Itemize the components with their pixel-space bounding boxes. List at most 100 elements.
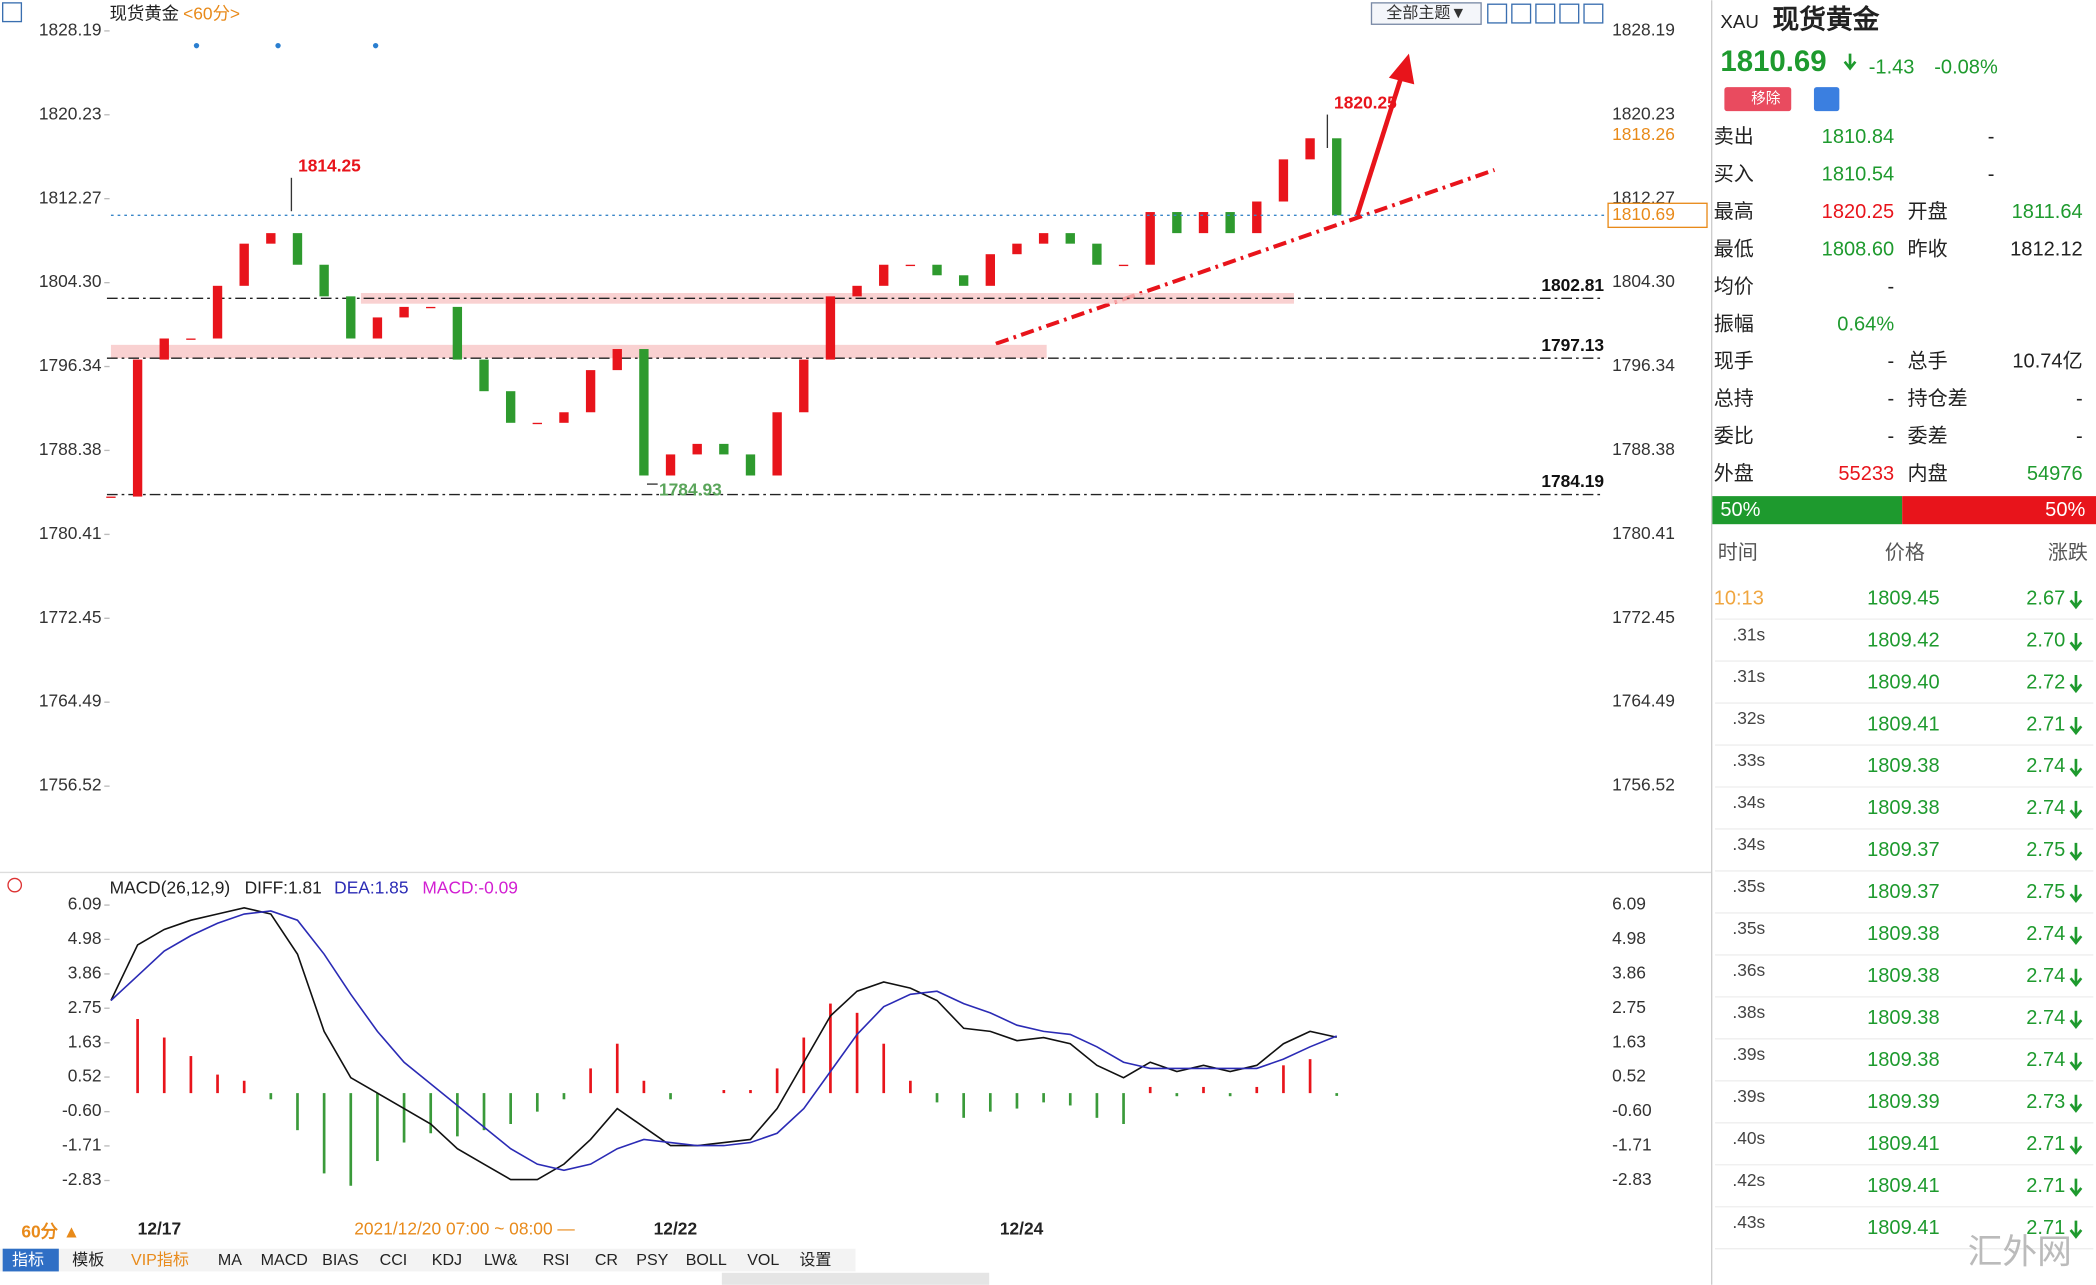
- corner-icon[interactable]: [2, 2, 23, 23]
- dot: [193, 42, 200, 49]
- time-label: 2021/12/20 07:00 ~ 08:00 —: [354, 1219, 575, 1239]
- tab[interactable]: RSI: [543, 1251, 570, 1269]
- trade-time: .40s: [1732, 1128, 1765, 1148]
- y-tick-label-right: 1820.23: [1612, 103, 1675, 123]
- y-tick-label-right: 0.52: [1612, 1066, 1646, 1086]
- tab[interactable]: BOLL: [686, 1251, 727, 1269]
- trade-price: 1809.42: [1867, 629, 1939, 651]
- candle: [319, 264, 329, 297]
- tab[interactable]: 模板: [72, 1251, 104, 1269]
- candle: [426, 306, 436, 309]
- quote-label: 振幅: [1714, 312, 1754, 335]
- trade-price: 1809.37: [1867, 881, 1939, 903]
- y-tick-label-right: 1796.34: [1612, 355, 1675, 375]
- tab[interactable]: LW&: [484, 1251, 518, 1269]
- high-label: 1814.25: [298, 156, 361, 176]
- trade-time: .31s: [1732, 666, 1765, 686]
- tab[interactable]: MA: [218, 1251, 242, 1269]
- histogram-bar: [349, 1093, 353, 1186]
- y-tick-label: -1.71: [62, 1135, 102, 1155]
- candle: [452, 306, 463, 360]
- trade-time: .32s: [1732, 708, 1765, 728]
- candle: [825, 296, 836, 360]
- histogram-bar: [802, 1037, 806, 1094]
- toolbar-icons[interactable]: [1487, 3, 1604, 24]
- candle: [1172, 212, 1182, 234]
- histogram-bar: [1095, 1093, 1099, 1118]
- macd-legend: MACD:-0.09: [422, 878, 518, 898]
- macd-legend: DEA:1.85: [334, 878, 408, 898]
- scrollbar[interactable]: [721, 1272, 990, 1285]
- trade-price: 1809.45: [1867, 587, 1939, 609]
- histogram-bar: [1148, 1086, 1152, 1094]
- macd-line: [110, 907, 1337, 1181]
- down-arrow: [2069, 1094, 2083, 1113]
- arrow: [1354, 68, 1406, 218]
- ratio-buy: [1712, 496, 1903, 525]
- histogram-bar: [615, 1043, 619, 1094]
- trade-price: 1809.39: [1867, 1091, 1939, 1113]
- candle: [1225, 212, 1235, 234]
- down-arrow: [2069, 758, 2083, 778]
- arrow-head: [1388, 53, 1415, 85]
- tab[interactable]: 指标: [12, 1251, 44, 1269]
- trade-change: 2.74: [2026, 797, 2065, 819]
- time-label: 12/22: [654, 1219, 697, 1239]
- trade-price: 1809.38: [1867, 755, 1939, 777]
- level-label: 1784.19: [1541, 471, 1604, 491]
- remove-label[interactable]: 移除: [1751, 90, 1781, 107]
- trade-time: .36s: [1732, 960, 1765, 980]
- remove-button[interactable]: [1724, 87, 1792, 112]
- trade-price: 1809.38: [1867, 797, 1939, 819]
- trade-change: 2.74: [2026, 1007, 2065, 1029]
- candle: [1278, 159, 1289, 202]
- tab[interactable]: CR: [595, 1251, 618, 1269]
- tab[interactable]: PSY: [636, 1251, 668, 1269]
- quote-value: -: [1887, 351, 1894, 373]
- histogram-bar: [136, 1019, 139, 1094]
- candle: [745, 454, 756, 476]
- y-tick-label: 1780.41: [39, 523, 102, 543]
- tab[interactable]: MACD: [261, 1251, 308, 1269]
- alert-button[interactable]: [1813, 87, 1840, 112]
- theme-button[interactable]: [1370, 2, 1482, 25]
- price-tag: [1607, 202, 1708, 229]
- trade-time: .34s: [1732, 792, 1765, 812]
- tab[interactable]: BIAS: [322, 1251, 359, 1269]
- quote-value: -: [1887, 276, 1894, 298]
- down-arrow: [1843, 53, 1857, 71]
- candle: [212, 285, 223, 339]
- histogram-bar: [589, 1068, 592, 1094]
- quote-label: 总持: [1714, 387, 1754, 410]
- tab[interactable]: 设置: [799, 1251, 831, 1269]
- tab[interactable]: KDJ: [432, 1251, 462, 1269]
- quote-value: 1812.12: [2010, 238, 2082, 260]
- histogram-bar: [1308, 1059, 1312, 1094]
- trade-price: 1809.38: [1867, 1049, 1939, 1071]
- histogram-bar: [749, 1090, 752, 1094]
- down-arrow: [2069, 716, 2083, 736]
- histogram-bar: [722, 1090, 726, 1094]
- candle: [1118, 264, 1129, 267]
- candle: [1305, 138, 1315, 160]
- settings-icon[interactable]: [7, 877, 23, 893]
- trade-time: .43s: [1732, 1212, 1765, 1232]
- macd-line: [110, 910, 1338, 1172]
- period-button[interactable]: 60分 ▲: [21, 1221, 80, 1241]
- quote-label: 总手: [1908, 350, 1948, 373]
- quote-value: 55233: [1838, 463, 1894, 485]
- trade-price: 1809.41: [1867, 1133, 1939, 1155]
- quote-value: -: [1887, 426, 1894, 448]
- tab[interactable]: VOL: [747, 1251, 779, 1269]
- theme-label[interactable]: 全部主题▼: [1386, 4, 1466, 22]
- y-tick-label: 3.86: [68, 963, 102, 983]
- active-tab[interactable]: [2, 1248, 59, 1272]
- trade-price: 1809.38: [1867, 965, 1939, 987]
- tab[interactable]: CCI: [380, 1251, 408, 1269]
- down-arrow: [2069, 674, 2083, 694]
- quote-label: 开盘: [1908, 200, 1948, 223]
- y-tick-label-right: -2.83: [1612, 1169, 1652, 1189]
- histogram-bar: [322, 1093, 326, 1174]
- tab[interactable]: VIP指标: [131, 1251, 189, 1269]
